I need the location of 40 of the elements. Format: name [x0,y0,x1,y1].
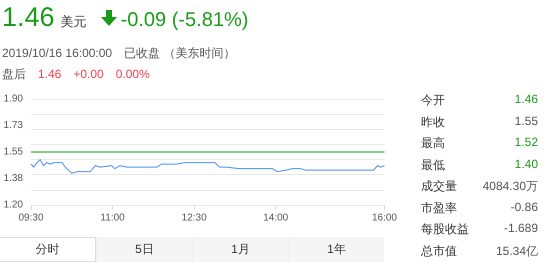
text: 已收盘 （美东时间） [124,46,236,60]
text: -0.09 (-5.81%) [120,9,248,32]
y-tick-label: 1.20 [4,200,24,210]
x-tick-label: 14:00 [263,212,289,224]
text: 美元 [60,13,87,31]
text: +0.00 [73,67,104,81]
text: 每股收益 [421,221,469,238]
text: -0.86 [510,200,538,216]
text: 1月 [192,237,288,262]
text: 1.55 [514,114,538,130]
text: 4084.30万 [482,178,538,195]
y-tick-label: 1.38 [4,173,24,184]
text: 成交量 [421,178,457,195]
text: 昨收 [421,114,445,130]
text: 15.34亿 [496,242,538,260]
text: 1.40 [514,156,538,172]
y-tick-label: 1.90 [4,94,24,104]
text: 2019/10/16 16:00:00 [2,46,112,60]
text: 市盈率 [421,200,457,216]
text: 盘后 [2,67,26,81]
y-tick-label: 1.73 [4,120,24,131]
y-tick-label: 1.55 [4,146,24,158]
text: 1年 [288,237,384,262]
text: 总市值 [421,242,457,260]
text: 分时 [0,237,96,262]
text: -1.689 [504,221,538,237]
text: 0.00% [116,67,150,81]
text: 5日 [96,237,192,262]
x-tick-label: 09:30 [18,212,44,224]
text: 1.46 [2,2,55,33]
text: 1.52 [514,135,538,151]
x-tick-label: 12:30 [182,212,208,224]
line-series [30,159,385,174]
text: 1.46 [38,67,62,81]
text: 最低 [421,156,445,174]
text: 最高 [421,135,445,152]
x-tick-label: 16:00 [372,212,398,224]
x-tick-label: 11:00 [100,212,126,224]
text: 1.46 [514,92,538,108]
text: 今开 [421,92,445,109]
